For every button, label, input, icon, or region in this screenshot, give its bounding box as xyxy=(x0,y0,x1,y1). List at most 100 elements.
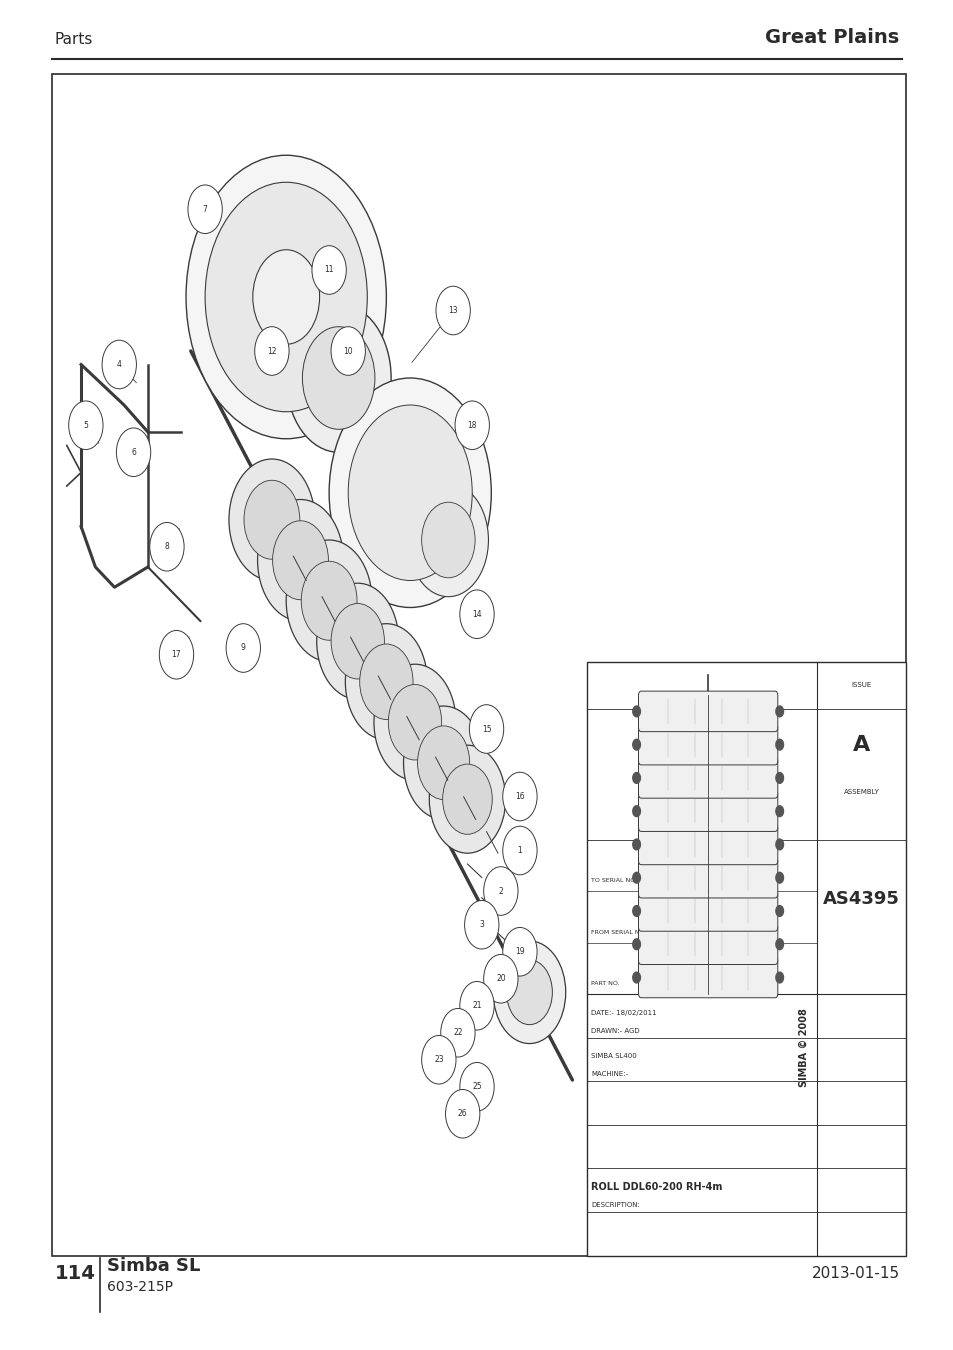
Text: 114: 114 xyxy=(54,1264,95,1282)
Bar xyxy=(586,662,905,1256)
Circle shape xyxy=(188,185,222,234)
Text: FROM SERIAL NO.: FROM SERIAL NO. xyxy=(591,930,646,936)
Circle shape xyxy=(102,340,136,389)
Text: 18: 18 xyxy=(467,421,476,429)
Circle shape xyxy=(459,590,494,639)
Circle shape xyxy=(286,304,391,452)
Text: ROLL DDL60-200 RH-4m: ROLL DDL60-200 RH-4m xyxy=(591,1183,722,1192)
Circle shape xyxy=(331,327,365,375)
Circle shape xyxy=(257,500,343,621)
Circle shape xyxy=(69,401,103,450)
Circle shape xyxy=(186,155,386,439)
Circle shape xyxy=(775,706,782,717)
Circle shape xyxy=(301,562,356,640)
Text: 23: 23 xyxy=(434,1056,443,1064)
Text: DESCRIPTION:: DESCRIPTION: xyxy=(591,1202,639,1208)
Bar xyxy=(52,74,905,1256)
Circle shape xyxy=(775,840,782,850)
Circle shape xyxy=(417,726,469,799)
Text: TO SERIAL NO.: TO SERIAL NO. xyxy=(591,879,637,883)
Circle shape xyxy=(459,1062,494,1111)
Text: AS4395: AS4395 xyxy=(822,890,899,909)
FancyBboxPatch shape xyxy=(638,891,777,931)
Circle shape xyxy=(331,603,384,679)
Circle shape xyxy=(775,906,782,917)
Circle shape xyxy=(775,872,782,883)
Text: 16: 16 xyxy=(515,792,524,801)
Text: 14: 14 xyxy=(472,610,481,618)
Circle shape xyxy=(502,826,537,875)
Circle shape xyxy=(312,246,346,294)
FancyBboxPatch shape xyxy=(638,757,777,798)
Circle shape xyxy=(408,483,488,597)
Circle shape xyxy=(455,401,489,450)
Circle shape xyxy=(359,644,413,720)
Circle shape xyxy=(469,705,503,753)
Circle shape xyxy=(345,624,427,740)
Circle shape xyxy=(286,540,372,662)
Text: 11: 11 xyxy=(324,266,334,274)
Text: DRAWN:- AGD: DRAWN:- AGD xyxy=(591,1027,639,1034)
Text: ISSUE: ISSUE xyxy=(850,682,871,688)
Circle shape xyxy=(632,938,639,949)
Circle shape xyxy=(493,941,565,1044)
Text: SIMBA SL400: SIMBA SL400 xyxy=(591,1053,637,1060)
Text: 2: 2 xyxy=(498,887,502,895)
Text: DATE:- 18/02/2011: DATE:- 18/02/2011 xyxy=(591,1010,657,1017)
Circle shape xyxy=(273,521,328,599)
Circle shape xyxy=(302,327,375,429)
Circle shape xyxy=(632,872,639,883)
Circle shape xyxy=(388,684,441,760)
Circle shape xyxy=(440,1008,475,1057)
Text: ASSEMBLY: ASSEMBLY xyxy=(842,790,879,795)
Circle shape xyxy=(775,772,782,783)
Text: Parts: Parts xyxy=(54,32,92,47)
Circle shape xyxy=(205,182,367,412)
Circle shape xyxy=(502,927,537,976)
Circle shape xyxy=(244,481,299,559)
Text: 10: 10 xyxy=(343,347,353,355)
Circle shape xyxy=(421,502,475,578)
FancyBboxPatch shape xyxy=(638,857,777,898)
FancyBboxPatch shape xyxy=(638,725,777,765)
Circle shape xyxy=(445,1089,479,1138)
Text: 3: 3 xyxy=(478,921,484,929)
FancyBboxPatch shape xyxy=(638,791,777,832)
Text: 20: 20 xyxy=(496,975,505,983)
Text: 2013-01-15: 2013-01-15 xyxy=(811,1265,899,1281)
Circle shape xyxy=(403,706,483,819)
FancyBboxPatch shape xyxy=(638,923,777,964)
Circle shape xyxy=(254,327,289,375)
Circle shape xyxy=(374,664,456,780)
Text: MACHINE:-: MACHINE:- xyxy=(591,1071,628,1077)
Circle shape xyxy=(775,938,782,949)
FancyBboxPatch shape xyxy=(638,691,777,732)
Circle shape xyxy=(632,906,639,917)
Text: PART NO.: PART NO. xyxy=(591,981,619,987)
Circle shape xyxy=(436,286,470,335)
Circle shape xyxy=(226,624,260,672)
Circle shape xyxy=(316,583,398,699)
Circle shape xyxy=(421,1035,456,1084)
Circle shape xyxy=(632,840,639,850)
Text: Great Plains: Great Plains xyxy=(764,28,899,47)
Text: 26: 26 xyxy=(457,1110,467,1118)
Text: 4: 4 xyxy=(116,360,122,369)
Circle shape xyxy=(253,250,319,344)
Circle shape xyxy=(506,960,552,1025)
Circle shape xyxy=(429,745,505,853)
Text: 6: 6 xyxy=(131,448,136,456)
Circle shape xyxy=(483,954,517,1003)
Text: 15: 15 xyxy=(481,725,491,733)
Text: 25: 25 xyxy=(472,1083,481,1091)
Text: 22: 22 xyxy=(453,1029,462,1037)
Text: A: A xyxy=(852,734,869,755)
Text: 9: 9 xyxy=(240,644,246,652)
FancyBboxPatch shape xyxy=(638,957,777,998)
Circle shape xyxy=(632,740,639,751)
Circle shape xyxy=(229,459,314,580)
Text: 19: 19 xyxy=(515,948,524,956)
Circle shape xyxy=(116,428,151,477)
Circle shape xyxy=(775,740,782,751)
Circle shape xyxy=(632,972,639,983)
